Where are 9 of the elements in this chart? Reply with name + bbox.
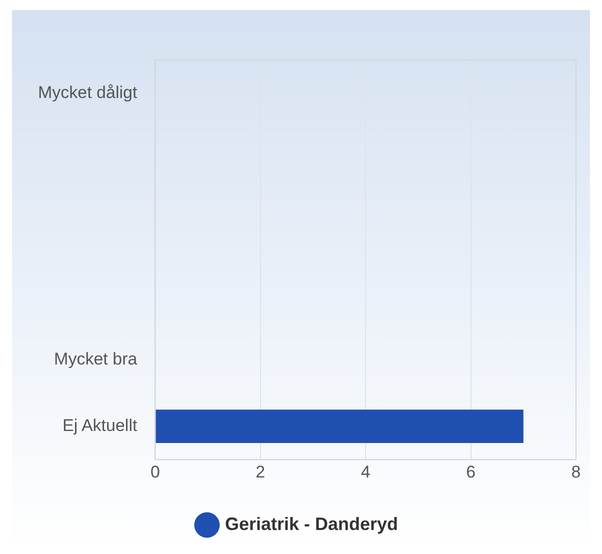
x-tick-label: 4 bbox=[360, 462, 370, 482]
x-tick-label: 0 bbox=[150, 462, 160, 482]
y-tick-label: Ej Aktuellt bbox=[62, 416, 138, 435]
legend-label: Geriatrik - Danderyd bbox=[224, 514, 398, 534]
y-tick-label: Mycket bra bbox=[54, 349, 138, 368]
x-tick-label: 6 bbox=[466, 462, 476, 482]
x-tick-label: 8 bbox=[571, 462, 581, 482]
x-tick-label: 2 bbox=[256, 462, 266, 482]
y-tick-label: Mycket dåligt bbox=[38, 82, 138, 102]
